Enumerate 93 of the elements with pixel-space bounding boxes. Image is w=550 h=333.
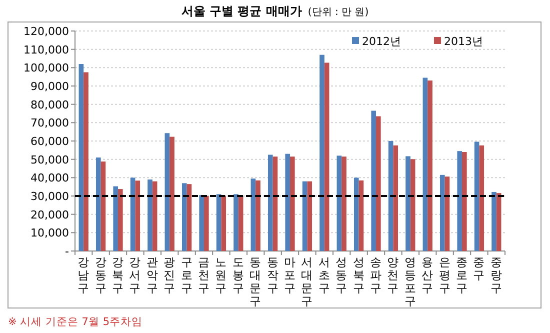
bar	[238, 196, 244, 251]
x-tick-label: 광진구	[164, 255, 176, 295]
bar	[199, 195, 204, 251]
bar	[406, 156, 410, 251]
bar	[444, 176, 450, 251]
y-tick-label: 10,000	[30, 226, 69, 240]
bar	[410, 159, 416, 251]
x-tick-label: 동대문구	[250, 255, 262, 308]
bar	[422, 78, 428, 251]
x-tick-label: 성동구	[336, 255, 348, 295]
x-tick-label: 서대문구	[301, 255, 314, 308]
x-tick-label: 동작구	[266, 255, 279, 295]
text: ※ 시세 기준은 7월 5주차임	[8, 316, 143, 328]
bar	[428, 80, 432, 251]
legend-label: 2012년	[362, 35, 401, 48]
bar	[462, 152, 467, 251]
y-tick-label: 110,000	[24, 43, 69, 56]
bar	[84, 72, 88, 251]
y-tick-label: 120,000	[24, 25, 69, 38]
bar	[100, 162, 106, 251]
bar	[130, 178, 136, 251]
bar	[492, 192, 496, 251]
x-tick-label: 관악구	[146, 255, 158, 295]
bar	[182, 183, 187, 251]
bar	[336, 156, 342, 251]
bar	[204, 196, 209, 251]
bar	[358, 180, 364, 251]
x-tick-label: 강북구	[112, 255, 124, 295]
x-tick-label: 용산구	[422, 255, 434, 295]
x-tick-label: 종로구	[456, 255, 468, 295]
bar	[307, 181, 312, 251]
bar	[216, 194, 222, 251]
bar	[268, 154, 273, 251]
y-tick-label: 80,000	[30, 98, 69, 112]
bar	[324, 62, 330, 251]
x-tick-label: 강동구	[94, 255, 107, 295]
y-tick-label: 100,000	[24, 62, 69, 75]
legend-label: 2013년	[444, 35, 483, 48]
y-tick-label: 30,000	[30, 190, 69, 203]
x-tick-label: 양천구	[387, 255, 400, 295]
y-tick-label: 60,000	[30, 135, 69, 148]
x-tick-label: 금천구	[198, 255, 210, 295]
x-tick-label: 노원구	[215, 255, 228, 295]
y-tick-label: 20,000	[30, 208, 69, 222]
bar	[113, 186, 118, 251]
bar	[342, 156, 346, 251]
bar	[285, 154, 290, 251]
bar	[272, 156, 278, 251]
x-tick-label: 강남구	[78, 255, 90, 295]
x-tick-label: 구로구	[180, 255, 193, 295]
x-tick-label: 중구	[473, 255, 486, 282]
bar	[496, 193, 502, 251]
x-tick-label: 은평구	[438, 255, 451, 295]
x-tick-label: 영등포구	[404, 255, 416, 308]
bar	[135, 180, 140, 251]
x-tick-label: 서초구	[318, 255, 330, 295]
bar	[371, 110, 376, 251]
y-tick-label: 40,000	[30, 172, 69, 185]
bar	[164, 133, 170, 251]
y-tick-label: 90,000	[30, 80, 69, 93]
y-tick-label: -	[65, 245, 70, 258]
x-tick-label: 중랑구	[490, 255, 502, 295]
bar	[302, 181, 308, 251]
chart-title: 서울 구별 평균 매매가	[181, 4, 302, 18]
bar	[118, 189, 123, 251]
x-tick-label: 송파구	[370, 255, 382, 295]
bar	[474, 142, 480, 251]
bar	[393, 145, 398, 251]
bar	[376, 116, 381, 251]
y-tick-label: 50,000	[30, 153, 69, 166]
bar	[250, 178, 256, 251]
x-tick-label: 강서구	[129, 255, 142, 295]
bar	[354, 178, 359, 251]
bar	[221, 196, 226, 251]
bar	[186, 184, 192, 251]
bar	[148, 180, 152, 251]
bar	[152, 181, 158, 251]
x-tick-label: 성북구	[352, 255, 365, 295]
bar	[96, 158, 101, 251]
bar	[170, 136, 174, 251]
y-tick-label: 70,000	[30, 116, 69, 130]
bar	[290, 156, 295, 251]
bar	[388, 141, 394, 251]
bar	[457, 151, 462, 251]
x-tick-label: 마포구	[284, 255, 296, 295]
bar	[320, 54, 324, 251]
bar	[256, 180, 260, 251]
x-tick-label: 도봉구	[232, 255, 244, 295]
bar	[440, 174, 445, 251]
chart-subtitle: (단위 : 만 원)	[308, 7, 369, 18]
bar	[78, 64, 84, 251]
bar	[234, 194, 238, 251]
bar	[479, 145, 484, 251]
